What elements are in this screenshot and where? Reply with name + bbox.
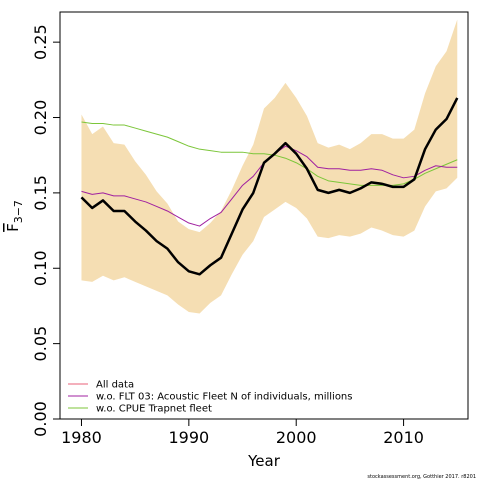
y-axis-title-sub: 3−7 (12, 200, 25, 223)
x-tick-label: 1980 (61, 428, 102, 447)
svg-text:F3−7: F3−7 (4, 200, 25, 232)
band-layer (81, 19, 458, 314)
x-axis: 1980 1990 2000 2010 (61, 419, 424, 447)
x-axis-title: Year (247, 452, 281, 470)
y-axis: 0.00 0.05 0.10 0.15 0.20 0.25 (31, 24, 60, 437)
legend-item-wo-acoustic-fleet: w.o. FLT 03: Acoustic Fleet N of individ… (68, 392, 352, 403)
y-axis-title-main: F (4, 223, 22, 232)
footnote: stockassessment.org, Gotthier 2017. r820… (367, 474, 476, 480)
series-layer (80, 97, 459, 276)
x-tick-label: 2000 (276, 428, 317, 447)
y-tick-label: 0.00 (31, 401, 50, 437)
y-tick-label: 0.25 (31, 24, 50, 60)
legend-label: w.o. FLT 03: Acoustic Fleet N of individ… (96, 392, 352, 403)
legend-label: w.o. CPUE Trapnet fleet (96, 404, 212, 415)
legend-label: All data (96, 380, 134, 391)
y-axis-title: F3−7 (4, 200, 25, 232)
legend-item-wo-cpue-trapnet: w.o. CPUE Trapnet fleet (68, 404, 212, 415)
legend-item-all-data: All data (68, 380, 134, 391)
y-tick-label: 0.10 (31, 250, 50, 286)
y-tick-label: 0.15 (31, 175, 50, 211)
y-tick-label: 0.20 (31, 100, 50, 136)
y-tick-label: 0.05 (31, 326, 50, 362)
plot-frame (59, 11, 469, 420)
confidence-band (81, 19, 458, 314)
x-tick-label: 2010 (383, 428, 424, 447)
series-line-wo-cpue-trapnet (81, 121, 458, 186)
x-tick-label: 1990 (168, 428, 209, 447)
series-line-all-data (80, 97, 459, 276)
